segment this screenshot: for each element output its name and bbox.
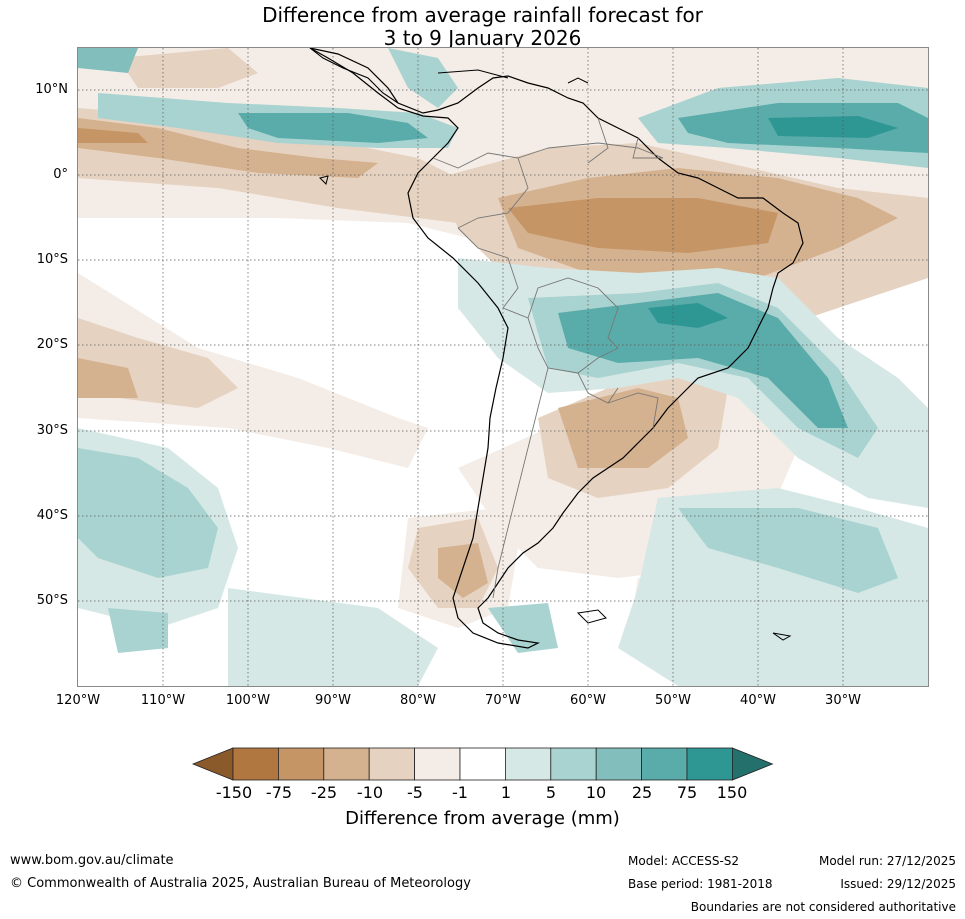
legend-tick: -150: [215, 783, 253, 802]
legend-tick: -10: [356, 783, 384, 802]
field-teal-south-pacific-blob: [108, 608, 168, 653]
legend-swatch: [641, 747, 688, 781]
field-mid-tan-itcz: [78, 118, 378, 178]
field-teal-north-atlantic-core: [768, 116, 898, 138]
legend-swatch: [595, 747, 643, 781]
lon-label-80w: 80°W: [400, 693, 436, 708]
field-teal-brazil-core: [648, 303, 728, 328]
field-teal-central-america: [388, 48, 458, 108]
field-mid-tan-patagonia: [438, 543, 488, 598]
field-teal-brazil: [558, 293, 848, 428]
country-borders: [432, 117, 664, 599]
field-teal-south-pacific: [78, 448, 218, 578]
lesser-antilles: [567, 77, 589, 84]
legend-swatch: [686, 747, 733, 781]
field-mid-tan-pampas: [558, 388, 688, 468]
legend-tick: 25: [631, 783, 653, 802]
lon-label-70w: 70°W: [485, 693, 521, 708]
map-canvas: [78, 48, 928, 686]
legend-swatch: [459, 747, 506, 781]
title-line-1: Difference from average rainfall forecas…: [262, 3, 703, 27]
lat-label-10n: 10°N: [35, 82, 68, 97]
legend-swatch: [278, 747, 325, 781]
legend-tick: 10: [585, 783, 607, 802]
lon-label-40w: 40°W: [740, 693, 776, 708]
caribbean-islands: [437, 69, 509, 79]
lon-label-50w: 50°W: [655, 693, 691, 708]
legend-swatch: [504, 747, 552, 781]
legend-tick: -1: [452, 783, 468, 802]
field-mid-tan-pacific: [78, 358, 138, 398]
south-america-coastline: [309, 48, 804, 649]
field-teal-cape-horn: [488, 603, 558, 653]
footer-model: Model: ACCESS-S2: [628, 854, 740, 868]
legend-swatch: [232, 747, 279, 781]
lon-label-90w: 90°W: [315, 693, 351, 708]
lat-label-10s: 10°S: [36, 252, 68, 267]
lat-label-50s: 50°S: [36, 593, 68, 608]
map-title: Difference from average rainfall forecas…: [0, 4, 965, 50]
legend-tick: -5: [407, 783, 423, 802]
legend-swatch: [414, 747, 461, 781]
rainfall-map[interactable]: [77, 47, 929, 687]
central-america-coast: [309, 48, 399, 104]
galapagos-islands: [319, 175, 329, 185]
footer-copyright: © Commonwealth of Australia 2025, Austra…: [10, 876, 471, 891]
legend-tick: -75: [265, 783, 293, 802]
lon-label-60w: 60°W: [570, 693, 606, 708]
field-dark-tan-itcz: [78, 128, 148, 143]
legend-tick: -25: [310, 783, 338, 802]
footer-issued: Issued: 29/12/2025: [840, 877, 956, 891]
graticule: [78, 48, 928, 686]
footer-disclaimer: Boundaries are not considered authoritat…: [690, 900, 956, 914]
legend-swatch: [368, 747, 415, 781]
falkland-islands: [576, 609, 607, 624]
lat-label-40s: 40°S: [36, 508, 68, 523]
lon-label-110w: 110°W: [140, 693, 186, 708]
footer-base-period: Base period: 1981-2018: [628, 877, 773, 891]
lat-label-30s: 30°S: [36, 423, 68, 438]
legend-swatch: [323, 747, 370, 781]
lon-label-100w: 100°W: [225, 693, 271, 708]
legend-arrow-high: [732, 747, 774, 781]
legend-tick: 1: [500, 783, 512, 802]
lat-label-0: 0°: [53, 167, 68, 182]
footer-model-run: Model run: 27/12/2025: [818, 854, 956, 868]
legend-colorbar: [191, 747, 774, 781]
legend-arrow-low: [191, 747, 234, 781]
legend-title: Difference from average (mm): [345, 808, 620, 829]
field-tan-nw: [118, 48, 258, 88]
lon-label-120w: 120°W: [55, 693, 101, 708]
field-light-tan-east-pacific: [78, 273, 428, 468]
legend-tick: 75: [676, 783, 698, 802]
field-dark-tan-amazon: [508, 198, 778, 253]
lat-label-20s: 20°S: [36, 337, 68, 352]
legend-tick: 150: [716, 783, 748, 802]
legend-tick: 5: [545, 783, 557, 802]
legend-swatch: [550, 747, 597, 781]
south-georgia: [772, 632, 792, 641]
footer-website[interactable]: www.bom.gov.au/climate: [10, 853, 174, 868]
lon-label-30w: 30°W: [825, 693, 861, 708]
title-line-2: 3 to 9 January 2026: [383, 26, 582, 50]
field-teal-nw: [78, 48, 138, 73]
